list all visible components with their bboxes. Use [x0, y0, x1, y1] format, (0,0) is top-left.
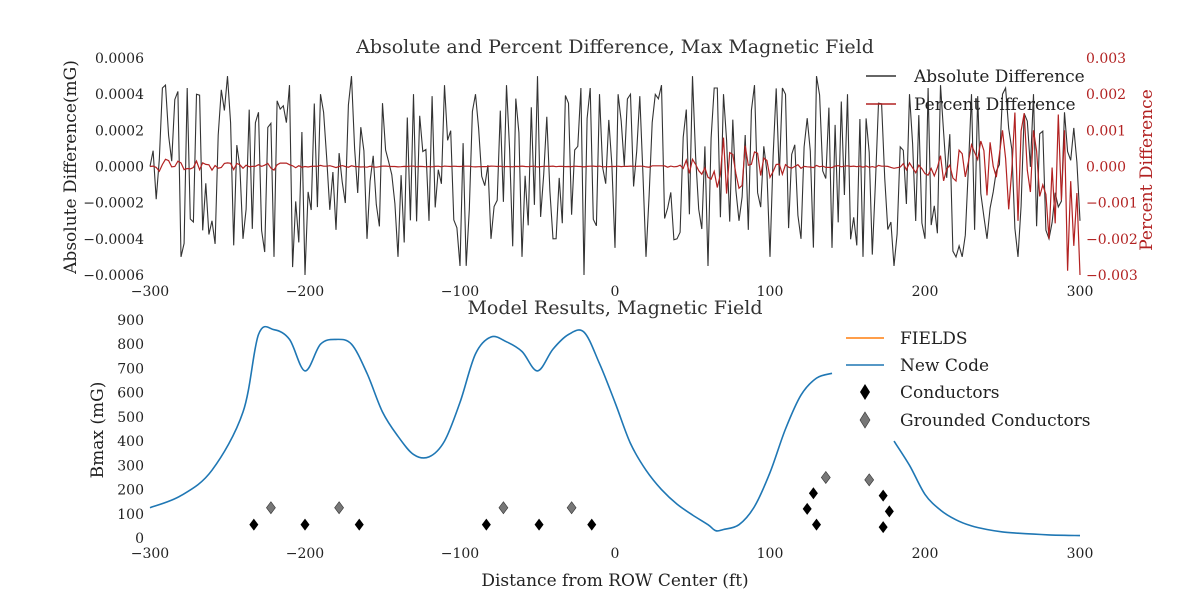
difference-y2-tick-label: −0.001	[1086, 196, 1138, 212]
conductor-marker	[481, 518, 491, 531]
magnetic-field-chart-title: Model Results, Magnetic Field	[467, 297, 762, 319]
difference-series	[149, 76, 1081, 276]
field-x-tick-label: 300	[1067, 546, 1094, 562]
legend-absolute-label: Absolute Difference	[913, 67, 1085, 87]
difference-y2-tick-label: 0.002	[1086, 87, 1126, 103]
magnetic-field-chart: Model Results, Magnetic Field 0 100 200 300…	[88, 297, 1093, 591]
legend-grounded-marker	[859, 411, 871, 429]
difference-y-tick-label: 0.0004	[95, 87, 144, 103]
field-x-axis-label: Distance from ROW Center (ft)	[481, 571, 748, 591]
difference-x-tick-label: −300	[131, 284, 169, 300]
difference-x-tick-label: −100	[441, 284, 479, 300]
field-y-tick-label: 200	[117, 483, 144, 499]
field-y-axis-label: Bmax (mG)	[88, 382, 108, 479]
legend-conductors-label: Conductors	[900, 383, 999, 403]
difference-legend: Absolute Difference Percent Difference	[866, 67, 1085, 115]
legend-fields-label: FIELDS	[900, 329, 968, 349]
conductor-marker	[534, 518, 544, 531]
conductor-marker	[878, 521, 888, 534]
field-y-tick-label: 600	[117, 386, 144, 402]
difference-chart: Absolute and Percent Difference, Max Mag…	[61, 36, 1157, 300]
difference-y-tick-label: −0.0004	[83, 232, 144, 248]
grounded-conductor-marker	[820, 470, 831, 484]
difference-chart-title: Absolute and Percent Difference, Max Mag…	[355, 36, 874, 58]
difference-y-tick-label: 0.0006	[95, 51, 144, 67]
field-y-tick-label: 800	[117, 337, 144, 353]
conductor-marker	[802, 502, 812, 515]
field-y-tick-label: 100	[117, 507, 144, 523]
grounded-conductor-marker	[864, 473, 875, 487]
legend-conductors-marker	[860, 384, 870, 400]
percent-difference-line	[149, 112, 1081, 276]
difference-x-axis-ticks: −300 −200 −100 0 100 200 300	[131, 284, 1094, 300]
conductor-marker	[249, 518, 259, 531]
field-series	[149, 325, 1081, 537]
legend-new-code-label: New Code	[900, 356, 989, 376]
conductor-marker	[884, 505, 894, 518]
difference-y-axis-ticks: −0.0006 −0.0004 −0.0002 0.0000 0.0002 0.0004 0…	[83, 51, 144, 284]
field-y-tick-label: 900	[117, 313, 144, 329]
field-y-tick-label: 300	[117, 458, 144, 474]
absolute-difference-line	[149, 76, 1081, 276]
field-y-tick-label: 500	[117, 410, 144, 426]
field-y-tick-label: 400	[117, 434, 144, 450]
field-x-tick-label: 100	[757, 546, 784, 562]
field-x-tick-label: −300	[131, 546, 169, 562]
conductor-marker	[587, 518, 597, 531]
difference-x-tick-label: 100	[757, 284, 784, 300]
difference-x-tick-label: 200	[912, 284, 939, 300]
grounded-conductor-marker	[498, 501, 509, 515]
grounded-conductor-marker	[566, 501, 577, 515]
difference-y-tick-label: 0.0002	[95, 123, 144, 139]
difference-y2-tick-label: 0.003	[1086, 51, 1126, 67]
field-markers	[249, 470, 894, 534]
field-x-tick-label: 0	[611, 546, 620, 562]
difference-x-tick-label: −200	[286, 284, 324, 300]
difference-y2-tick-label: 0.000	[1086, 160, 1126, 176]
field-legend: FIELDS New Code Conductors Grounded Cond…	[846, 329, 1091, 431]
difference-x-tick-label: 0	[611, 284, 620, 300]
conductor-marker	[300, 518, 310, 531]
conductor-marker	[808, 487, 818, 500]
difference-y-tick-label: −0.0006	[83, 268, 144, 284]
grounded-conductor-marker	[266, 501, 276, 515]
difference-y-axis-label: Absolute Difference(mG)	[61, 60, 81, 275]
difference-y2-tick-label: −0.002	[1086, 232, 1138, 248]
difference-y-tick-label: 0.0000	[95, 160, 144, 176]
difference-y2-tick-label: −0.003	[1086, 268, 1138, 284]
conductor-marker	[812, 518, 821, 531]
legend-grounded-label: Grounded Conductors	[900, 411, 1091, 431]
difference-y2-axis-label: Percent Difference	[1137, 89, 1157, 251]
field-y-tick-label: 700	[117, 361, 144, 377]
field-x-tick-label: 200	[912, 546, 939, 562]
grounded-conductor-marker	[334, 501, 344, 515]
field-x-tick-label: −100	[441, 546, 479, 562]
difference-y-tick-label: −0.0002	[83, 196, 144, 212]
new-code-line	[149, 325, 833, 532]
new-code-line	[893, 440, 1081, 537]
field-x-axis-ticks: −300 −200 −100 0 100 200 300	[131, 546, 1094, 562]
field-y-axis-ticks: 0 100 200 300 400 500 600 700 800 900	[117, 313, 144, 547]
legend-percent-label: Percent Difference	[914, 95, 1076, 115]
conductor-marker	[354, 518, 364, 531]
difference-y2-axis-ticks: −0.003 −0.002 −0.001 0.000 0.001 0.002 0.003	[1086, 51, 1138, 284]
difference-y2-tick-label: 0.001	[1086, 123, 1126, 139]
difference-x-tick-label: 300	[1067, 284, 1094, 300]
conductor-marker	[878, 489, 888, 502]
field-y-tick-label: 0	[135, 531, 144, 547]
field-x-tick-label: −200	[286, 546, 324, 562]
